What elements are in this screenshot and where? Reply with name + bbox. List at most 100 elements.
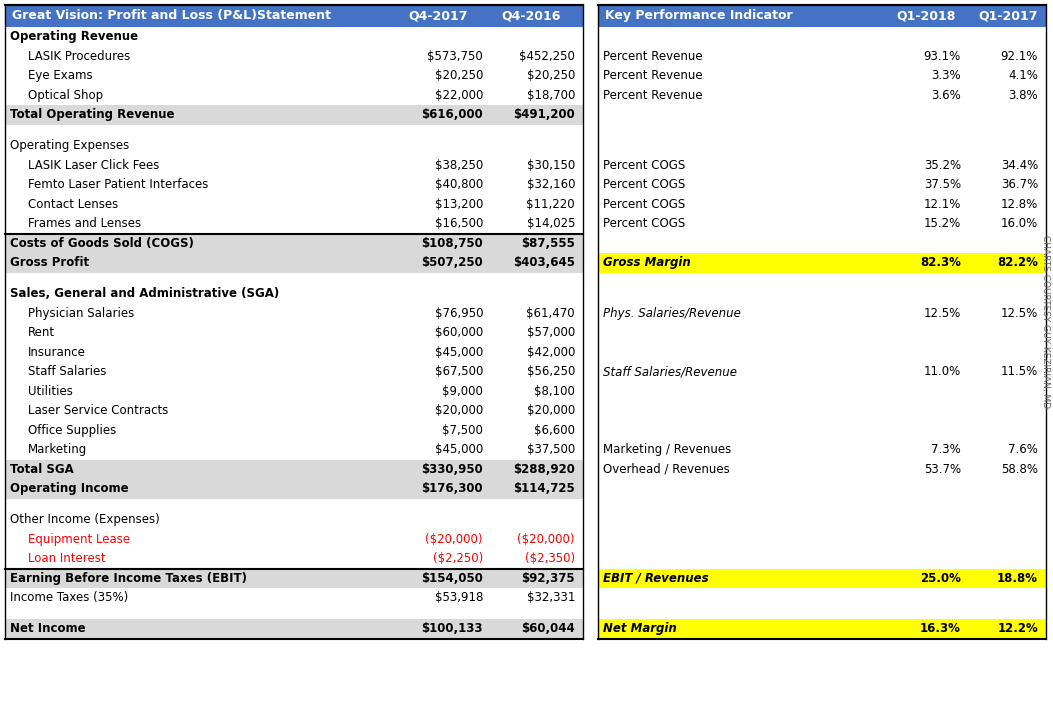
- Bar: [5, 125, 583, 136]
- Text: Great Vision: Profit and Loss (P&L)Statement: Great Vision: Profit and Loss (P&L)State…: [12, 9, 331, 22]
- Text: Frames and Lenses: Frames and Lenses: [28, 217, 141, 230]
- Text: 92.1%: 92.1%: [1000, 50, 1038, 63]
- Bar: [598, 323, 1046, 342]
- Text: $176,300: $176,300: [421, 482, 483, 495]
- Bar: [5, 86, 583, 105]
- Text: ($2,250): ($2,250): [433, 552, 483, 565]
- Text: Physician Salaries: Physician Salaries: [28, 306, 134, 319]
- Text: Marketing: Marketing: [28, 443, 87, 456]
- Text: $13,200: $13,200: [435, 198, 483, 211]
- Text: $9,000: $9,000: [442, 385, 483, 398]
- Text: ($20,000): ($20,000): [425, 533, 483, 546]
- Text: Femto Laser Patient Interfaces: Femto Laser Patient Interfaces: [28, 178, 208, 191]
- Text: $452,250: $452,250: [519, 50, 575, 63]
- Bar: [5, 479, 583, 498]
- Bar: [5, 608, 583, 619]
- Bar: [598, 66, 1046, 86]
- Bar: [598, 498, 1046, 510]
- Bar: [5, 234, 583, 253]
- Text: 15.2%: 15.2%: [923, 217, 961, 230]
- Text: Equipment Lease: Equipment Lease: [28, 533, 131, 546]
- Bar: [5, 214, 583, 234]
- Text: Rent: Rent: [28, 326, 55, 340]
- Text: Percent Revenue: Percent Revenue: [603, 89, 702, 102]
- Text: 34.4%: 34.4%: [1000, 159, 1038, 172]
- Bar: [598, 362, 1046, 381]
- Bar: [598, 568, 1046, 588]
- Bar: [598, 46, 1046, 66]
- Bar: [5, 381, 583, 401]
- Text: $20,000: $20,000: [526, 404, 575, 417]
- Text: $53,918: $53,918: [435, 591, 483, 604]
- Text: Operating Revenue: Operating Revenue: [9, 30, 138, 43]
- Text: ($20,000): ($20,000): [517, 533, 575, 546]
- Bar: [5, 5, 583, 27]
- Text: $6,600: $6,600: [534, 424, 575, 437]
- Text: 16.0%: 16.0%: [1000, 217, 1038, 230]
- Bar: [598, 5, 1046, 27]
- Text: Percent Revenue: Percent Revenue: [603, 69, 702, 82]
- Text: Q4-2017: Q4-2017: [409, 9, 468, 22]
- Text: $616,000: $616,000: [421, 108, 483, 121]
- Bar: [5, 66, 583, 86]
- Text: 12.8%: 12.8%: [1000, 198, 1038, 211]
- Bar: [5, 588, 583, 608]
- Bar: [5, 105, 583, 125]
- Text: 58.8%: 58.8%: [1001, 463, 1038, 476]
- Bar: [5, 401, 583, 420]
- Text: 7.3%: 7.3%: [931, 443, 961, 456]
- Bar: [598, 175, 1046, 195]
- Text: $288,920: $288,920: [513, 463, 575, 476]
- Bar: [598, 479, 1046, 498]
- Text: EBIT / Revenues: EBIT / Revenues: [603, 572, 709, 585]
- Text: $40,800: $40,800: [435, 178, 483, 191]
- Bar: [598, 549, 1046, 568]
- Bar: [598, 420, 1046, 440]
- Bar: [598, 342, 1046, 362]
- Text: Q1-2017: Q1-2017: [978, 9, 1038, 22]
- Text: Q4-2016: Q4-2016: [501, 9, 560, 22]
- Text: Percent COGS: Percent COGS: [603, 198, 686, 211]
- Bar: [5, 27, 583, 46]
- Text: $507,250: $507,250: [421, 256, 483, 269]
- Bar: [5, 195, 583, 214]
- Text: 16.3%: 16.3%: [920, 622, 961, 635]
- Text: $56,250: $56,250: [526, 366, 575, 379]
- Text: Q1-2018: Q1-2018: [896, 9, 956, 22]
- Text: $7,500: $7,500: [442, 424, 483, 437]
- Text: Net Income: Net Income: [9, 622, 85, 635]
- Bar: [598, 401, 1046, 420]
- Text: Contact Lenses: Contact Lenses: [28, 198, 118, 211]
- Bar: [5, 420, 583, 440]
- Text: 12.5%: 12.5%: [923, 306, 961, 319]
- Text: $18,700: $18,700: [526, 89, 575, 102]
- Text: $20,000: $20,000: [435, 404, 483, 417]
- Bar: [598, 529, 1046, 549]
- Text: Percent Revenue: Percent Revenue: [603, 50, 702, 63]
- Bar: [5, 510, 583, 529]
- Text: $32,160: $32,160: [526, 178, 575, 191]
- Text: Office Supplies: Office Supplies: [28, 424, 116, 437]
- Bar: [5, 362, 583, 381]
- Text: $8,100: $8,100: [534, 385, 575, 398]
- Bar: [5, 619, 583, 639]
- Text: $76,950: $76,950: [435, 306, 483, 319]
- Text: Loan Interest: Loan Interest: [28, 552, 105, 565]
- Text: Utilities: Utilities: [28, 385, 73, 398]
- Bar: [5, 253, 583, 273]
- Text: 12.2%: 12.2%: [997, 622, 1038, 635]
- Bar: [5, 498, 583, 510]
- Bar: [598, 86, 1046, 105]
- Text: Percent COGS: Percent COGS: [603, 178, 686, 191]
- Text: $38,250: $38,250: [435, 159, 483, 172]
- Text: 3.6%: 3.6%: [931, 89, 961, 102]
- Bar: [598, 588, 1046, 608]
- Bar: [598, 136, 1046, 156]
- Text: Income Taxes (35%): Income Taxes (35%): [9, 591, 128, 604]
- Text: 18.8%: 18.8%: [997, 572, 1038, 585]
- Text: Total SGA: Total SGA: [9, 463, 74, 476]
- Text: $22,000: $22,000: [435, 89, 483, 102]
- Bar: [5, 175, 583, 195]
- Bar: [598, 608, 1046, 619]
- Text: 36.7%: 36.7%: [1000, 178, 1038, 191]
